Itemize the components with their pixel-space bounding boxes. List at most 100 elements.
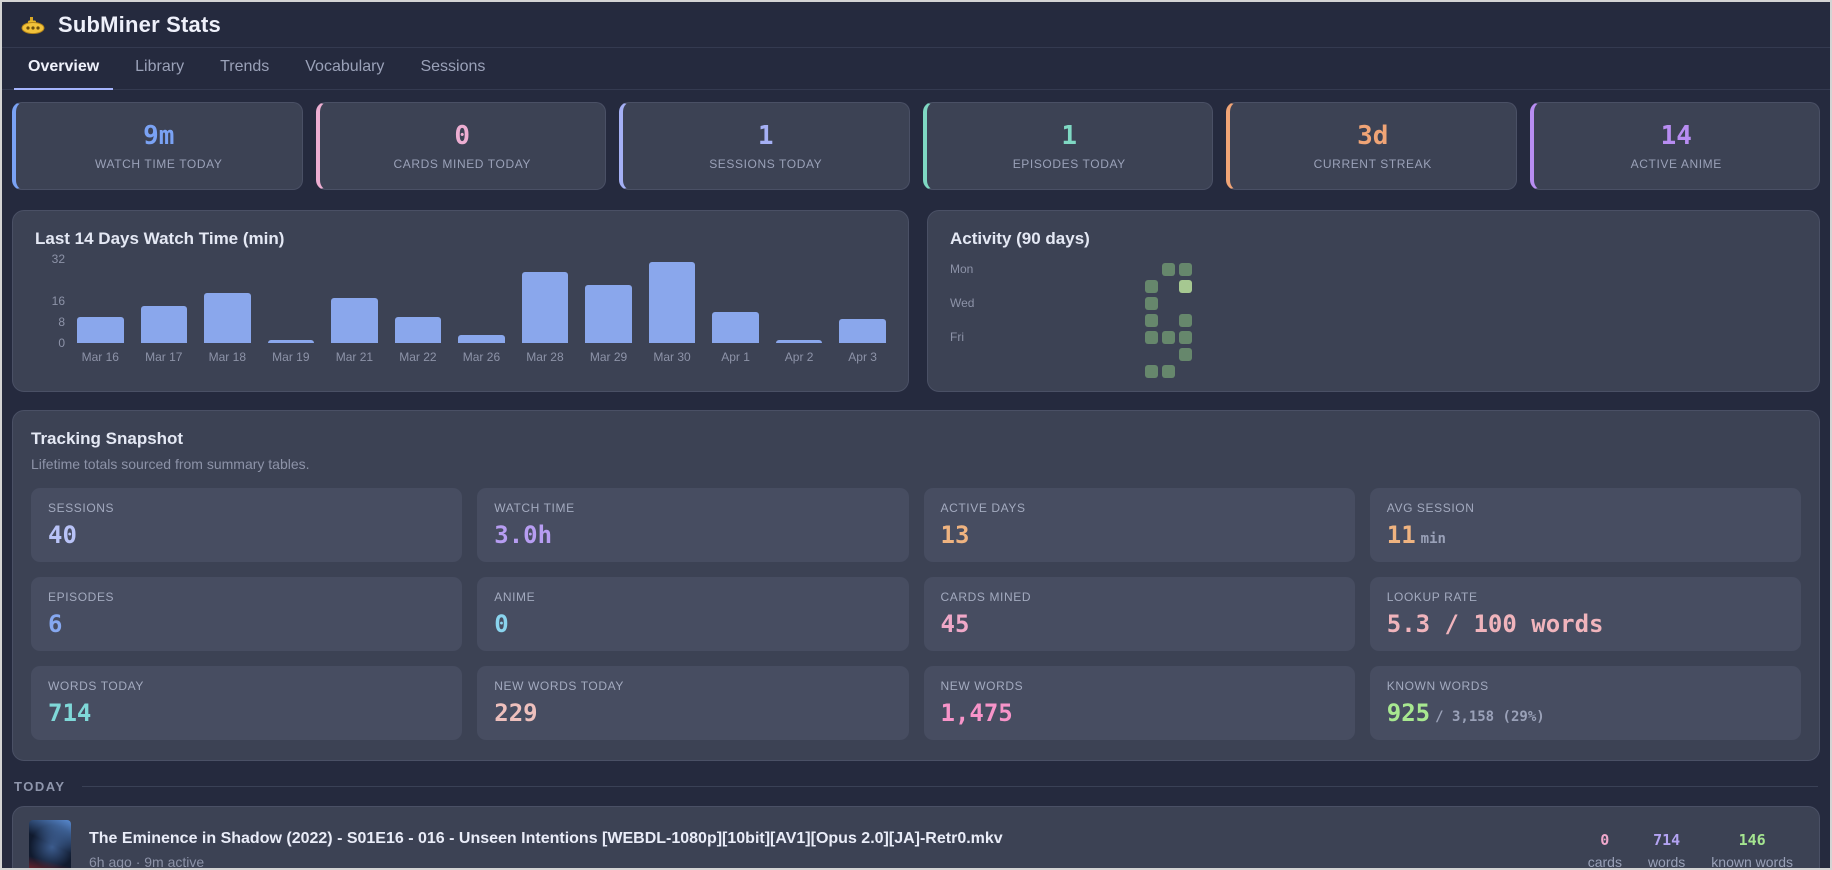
stat-label: SESSIONS TODAY — [709, 157, 823, 171]
heatmap-cell — [1111, 314, 1124, 327]
snapshot-cell: AVG SESSION 11 min — [1369, 488, 1801, 562]
chart-bar — [204, 259, 251, 343]
heatmap-cell — [1179, 280, 1192, 293]
stat-card: 9m WATCH TIME TODAY — [12, 102, 303, 190]
heatmap-cell — [1128, 280, 1141, 293]
tab-trends[interactable]: Trends — [220, 58, 270, 75]
chart-x-tick: Mar 17 — [145, 350, 183, 364]
heatmap-cell — [1196, 365, 1209, 378]
heatmap-row-label: Fri — [950, 330, 964, 344]
snapshot-cell-label: EPISODES — [48, 590, 115, 604]
chart-x-tick: Mar 21 — [335, 350, 374, 364]
heatmap-cell — [1009, 314, 1022, 327]
chart-x-tick: Apr 2 — [784, 350, 814, 364]
heatmap-cell — [1026, 331, 1039, 344]
heatmap-cell — [1145, 348, 1158, 361]
heatmap-cell — [992, 314, 1005, 327]
tab-overview[interactable]: Overview — [14, 48, 114, 90]
chart-x-tick: Mar 30 — [653, 350, 691, 364]
snapshot-cell-value: 1,475 — [940, 699, 1013, 727]
tab-sessions[interactable]: Sessions — [420, 58, 486, 75]
heatmap-cell — [1111, 297, 1124, 310]
heatmap-cell — [1077, 365, 1090, 378]
snapshot-cell-value: 229 — [494, 699, 538, 727]
heatmap-cell — [1094, 348, 1107, 361]
snapshot-subtitle: Lifetime totals sourced from summary tab… — [31, 456, 310, 472]
heatmap-cell — [1162, 263, 1175, 276]
heatmap-row-label: Wed — [950, 296, 975, 310]
chart-y-tick: 16 — [51, 294, 65, 308]
heatmap-cell — [1060, 365, 1073, 378]
heatmap-cell — [1077, 314, 1090, 327]
heatmap-cell — [1077, 297, 1090, 310]
tab-vocabulary[interactable]: Vocabulary — [305, 58, 385, 75]
heatmap-cell — [1128, 263, 1141, 276]
heatmap-cell — [1111, 348, 1124, 361]
heatmap-cell — [1128, 365, 1141, 378]
chart-x-tick: Mar 26 — [462, 350, 501, 364]
heatmap-cell — [1145, 297, 1158, 310]
snapshot-cell-label: NEW WORDS TODAY — [494, 679, 624, 693]
chart-bar — [458, 259, 505, 343]
heatmap-cell — [1043, 263, 1056, 276]
tracking-snapshot-panel: Tracking Snapshot Lifetime totals source… — [12, 410, 1820, 761]
snapshot-cell-value: 11 — [1386, 521, 1416, 549]
heatmap-row-label — [950, 314, 984, 327]
chart-x-tick: Mar 19 — [272, 350, 310, 364]
snapshot-cell-suffix: min — [1420, 531, 1446, 547]
heatmap-cell — [1043, 314, 1056, 327]
heatmap-cell — [1009, 365, 1022, 378]
heatmap-cell — [992, 297, 1005, 310]
app-header: SubMiner Stats — [2, 2, 1830, 48]
episode-row[interactable]: The Eminence in Shadow (2022) - S01E16 -… — [12, 806, 1820, 868]
heatmap-row-label — [950, 365, 984, 378]
heatmap-cell — [1026, 365, 1039, 378]
heatmap-cell — [1145, 314, 1158, 327]
tab-library[interactable]: Library — [135, 58, 185, 75]
stat-card: 14 ACTIVE ANIME — [1529, 102, 1820, 190]
stat-label: EPISODES TODAY — [1012, 157, 1126, 171]
snapshot-cell-value: 40 — [48, 521, 77, 549]
heatmap-cell — [1179, 297, 1192, 310]
chart-bar — [839, 259, 886, 343]
heatmap-cell — [1162, 365, 1175, 378]
heatmap-cell — [1094, 365, 1107, 378]
heatmap-cell — [1077, 348, 1090, 361]
heatmap-cell — [1026, 280, 1039, 293]
episode-stat-value: 714 — [1653, 830, 1681, 849]
submarine-icon — [20, 15, 46, 35]
episode-stat-value: 146 — [1738, 830, 1766, 849]
heatmap-cell — [1043, 365, 1056, 378]
chart-y-tick: 0 — [58, 336, 65, 350]
episode-poster-thumbnail — [29, 820, 71, 868]
chart-bar — [267, 259, 315, 343]
today-section-header: TODAY — [14, 779, 1818, 794]
heatmap-cell — [1111, 331, 1124, 344]
stat-value: 14 — [1660, 121, 1692, 151]
activity-heatmap — [992, 263, 1209, 378]
today-label: TODAY — [14, 779, 66, 794]
stat-card-row: 9m WATCH TIME TODAY 0 CARDS MINED TODAY … — [12, 102, 1820, 190]
chart-plot-area: Mar 16 Mar 17 Mar 18 Mar 19 Mar 21 Mar 22 Mar … — [77, 259, 886, 364]
heatmap-cell — [992, 365, 1005, 378]
snapshot-cell-label: ANIME — [494, 590, 536, 604]
heatmap-cell — [1196, 348, 1209, 361]
heatmap-cell — [1077, 331, 1090, 344]
heatmap-cell — [1196, 280, 1209, 293]
stat-label: ACTIVE ANIME — [1630, 157, 1722, 171]
snapshot-cell: SESSIONS 40 — [31, 488, 463, 562]
heatmap-cell — [1026, 297, 1039, 310]
heatmap-row-label: Mon — [950, 262, 974, 276]
heatmap-cell — [1111, 280, 1124, 293]
snapshot-cell: KNOWN WORDS 925 / 3,158 (29%) — [1369, 666, 1801, 740]
heatmap-cell — [1060, 331, 1073, 344]
heatmap-cell — [1009, 280, 1022, 293]
heatmap-cell — [1060, 280, 1073, 293]
stat-value: 9m — [143, 121, 175, 151]
snapshot-cell-value: 5.3 / 100 words — [1386, 610, 1604, 638]
stat-card: 0 CARDS MINED TODAY — [315, 102, 606, 190]
heatmap-cell — [1043, 348, 1056, 361]
heatmap-cell — [1196, 331, 1209, 344]
snapshot-cell: ANIME 0 — [477, 577, 909, 651]
snapshot-title: Tracking Snapshot — [31, 429, 184, 448]
